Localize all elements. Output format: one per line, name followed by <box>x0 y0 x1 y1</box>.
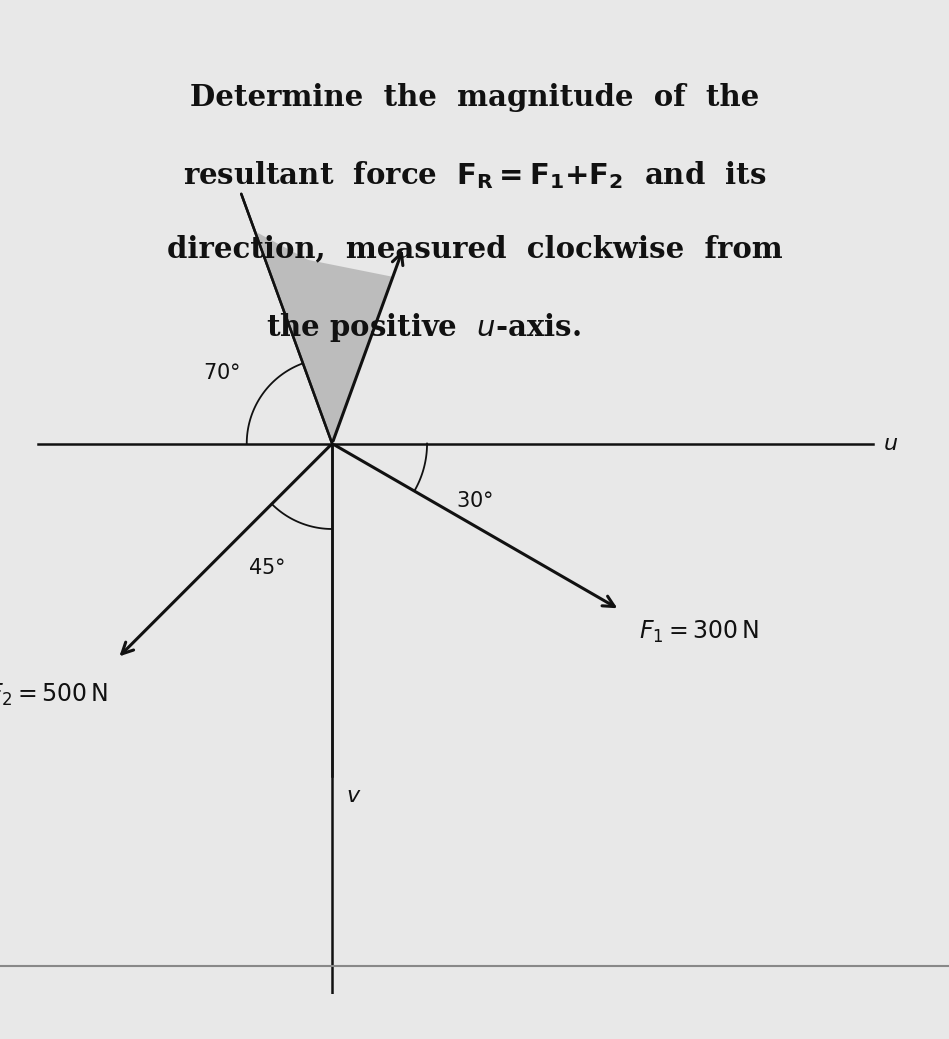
Text: $F_2 = 500\,\mathrm{N}$: $F_2 = 500\,\mathrm{N}$ <box>0 682 108 709</box>
Text: resultant  force  $\mathbf{F_R{=}F_1{+}F_2}$  and  its: resultant force $\mathbf{F_R{=}F_1{+}F_2… <box>183 159 766 191</box>
Text: Determine  the  magnitude  of  the: Determine the magnitude of the <box>190 83 759 112</box>
Text: $F_1 = 300\,\mathrm{N}$: $F_1 = 300\,\mathrm{N}$ <box>639 619 759 645</box>
Text: the positive  $\mathit{u}$-axis.: the positive $\mathit{u}$-axis. <box>266 311 581 344</box>
Text: $u$: $u$ <box>883 432 898 455</box>
Text: $70°$: $70°$ <box>203 363 240 382</box>
Polygon shape <box>255 232 393 444</box>
Text: $45°$: $45°$ <box>248 558 285 578</box>
Text: $v$: $v$ <box>346 785 362 807</box>
Text: $30°$: $30°$ <box>456 491 493 511</box>
Text: direction,  measured  clockwise  from: direction, measured clockwise from <box>167 235 782 264</box>
